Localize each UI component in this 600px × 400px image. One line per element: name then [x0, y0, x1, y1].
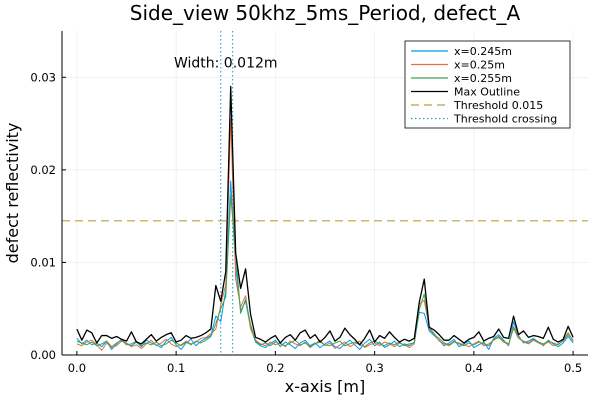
y-tick-label: 0.00	[30, 348, 56, 362]
y-axis-label: defect reflectivity	[3, 123, 22, 264]
x-tick-label: 0.4	[465, 361, 483, 375]
series-layer	[76, 85, 574, 351]
x-tick-label: 0.5	[564, 361, 582, 375]
tick-labels: 0.0 0.1 0.2 0.3 0.4 0.5 0.00 0.01 0.02 0.03	[30, 70, 582, 375]
legend-label: x=0.245m	[454, 45, 512, 58]
legend-label: Max Outline	[454, 86, 520, 99]
x-tick-label: 0.3	[365, 361, 383, 375]
legend-box	[404, 40, 571, 129]
x-tick-label: 0.2	[266, 361, 284, 375]
x-tick-label: 0.0	[68, 361, 86, 375]
series-line	[76, 180, 574, 350]
y-tick-label: 0.03	[30, 70, 56, 84]
width-annotation: Width: 0.012m	[174, 55, 278, 71]
x-axis-label: x-axis [m]	[285, 377, 365, 396]
axes	[61, 31, 588, 356]
y-tick-label: 0.02	[30, 163, 56, 177]
series-line	[76, 85, 574, 346]
legend-label: x=0.25m	[454, 59, 505, 72]
legend-label: Threshold 0.015	[453, 99, 543, 112]
series-line	[76, 195, 574, 348]
legend-label: Threshold crossing	[453, 113, 557, 126]
chart-title: Side_view 50khz_5ms_Period, defect_A	[130, 1, 521, 25]
y-tick-label: 0.01	[30, 255, 56, 269]
series-line	[76, 118, 574, 351]
legend-label: x=0.255m	[454, 72, 512, 85]
x-tick-label: 0.1	[167, 361, 185, 375]
